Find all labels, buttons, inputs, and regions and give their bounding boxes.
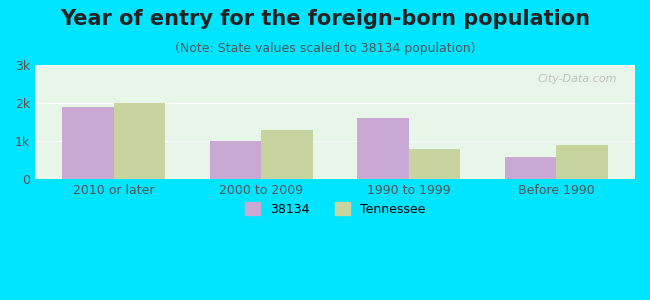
Text: Year of entry for the foreign-born population: Year of entry for the foreign-born popul…	[60, 9, 590, 29]
Bar	[556, 145, 608, 179]
Bar	[210, 141, 261, 179]
Text: (Note: State values scaled to 38134 population): (Note: State values scaled to 38134 popu…	[175, 42, 475, 55]
Bar	[62, 107, 114, 179]
Bar	[261, 130, 313, 179]
Text: City-Data.com: City-Data.com	[538, 74, 617, 84]
Bar	[357, 118, 409, 179]
Bar	[114, 103, 166, 179]
Bar	[504, 157, 556, 179]
Bar	[409, 149, 460, 179]
Legend: 38134, Tennessee: 38134, Tennessee	[240, 197, 430, 221]
